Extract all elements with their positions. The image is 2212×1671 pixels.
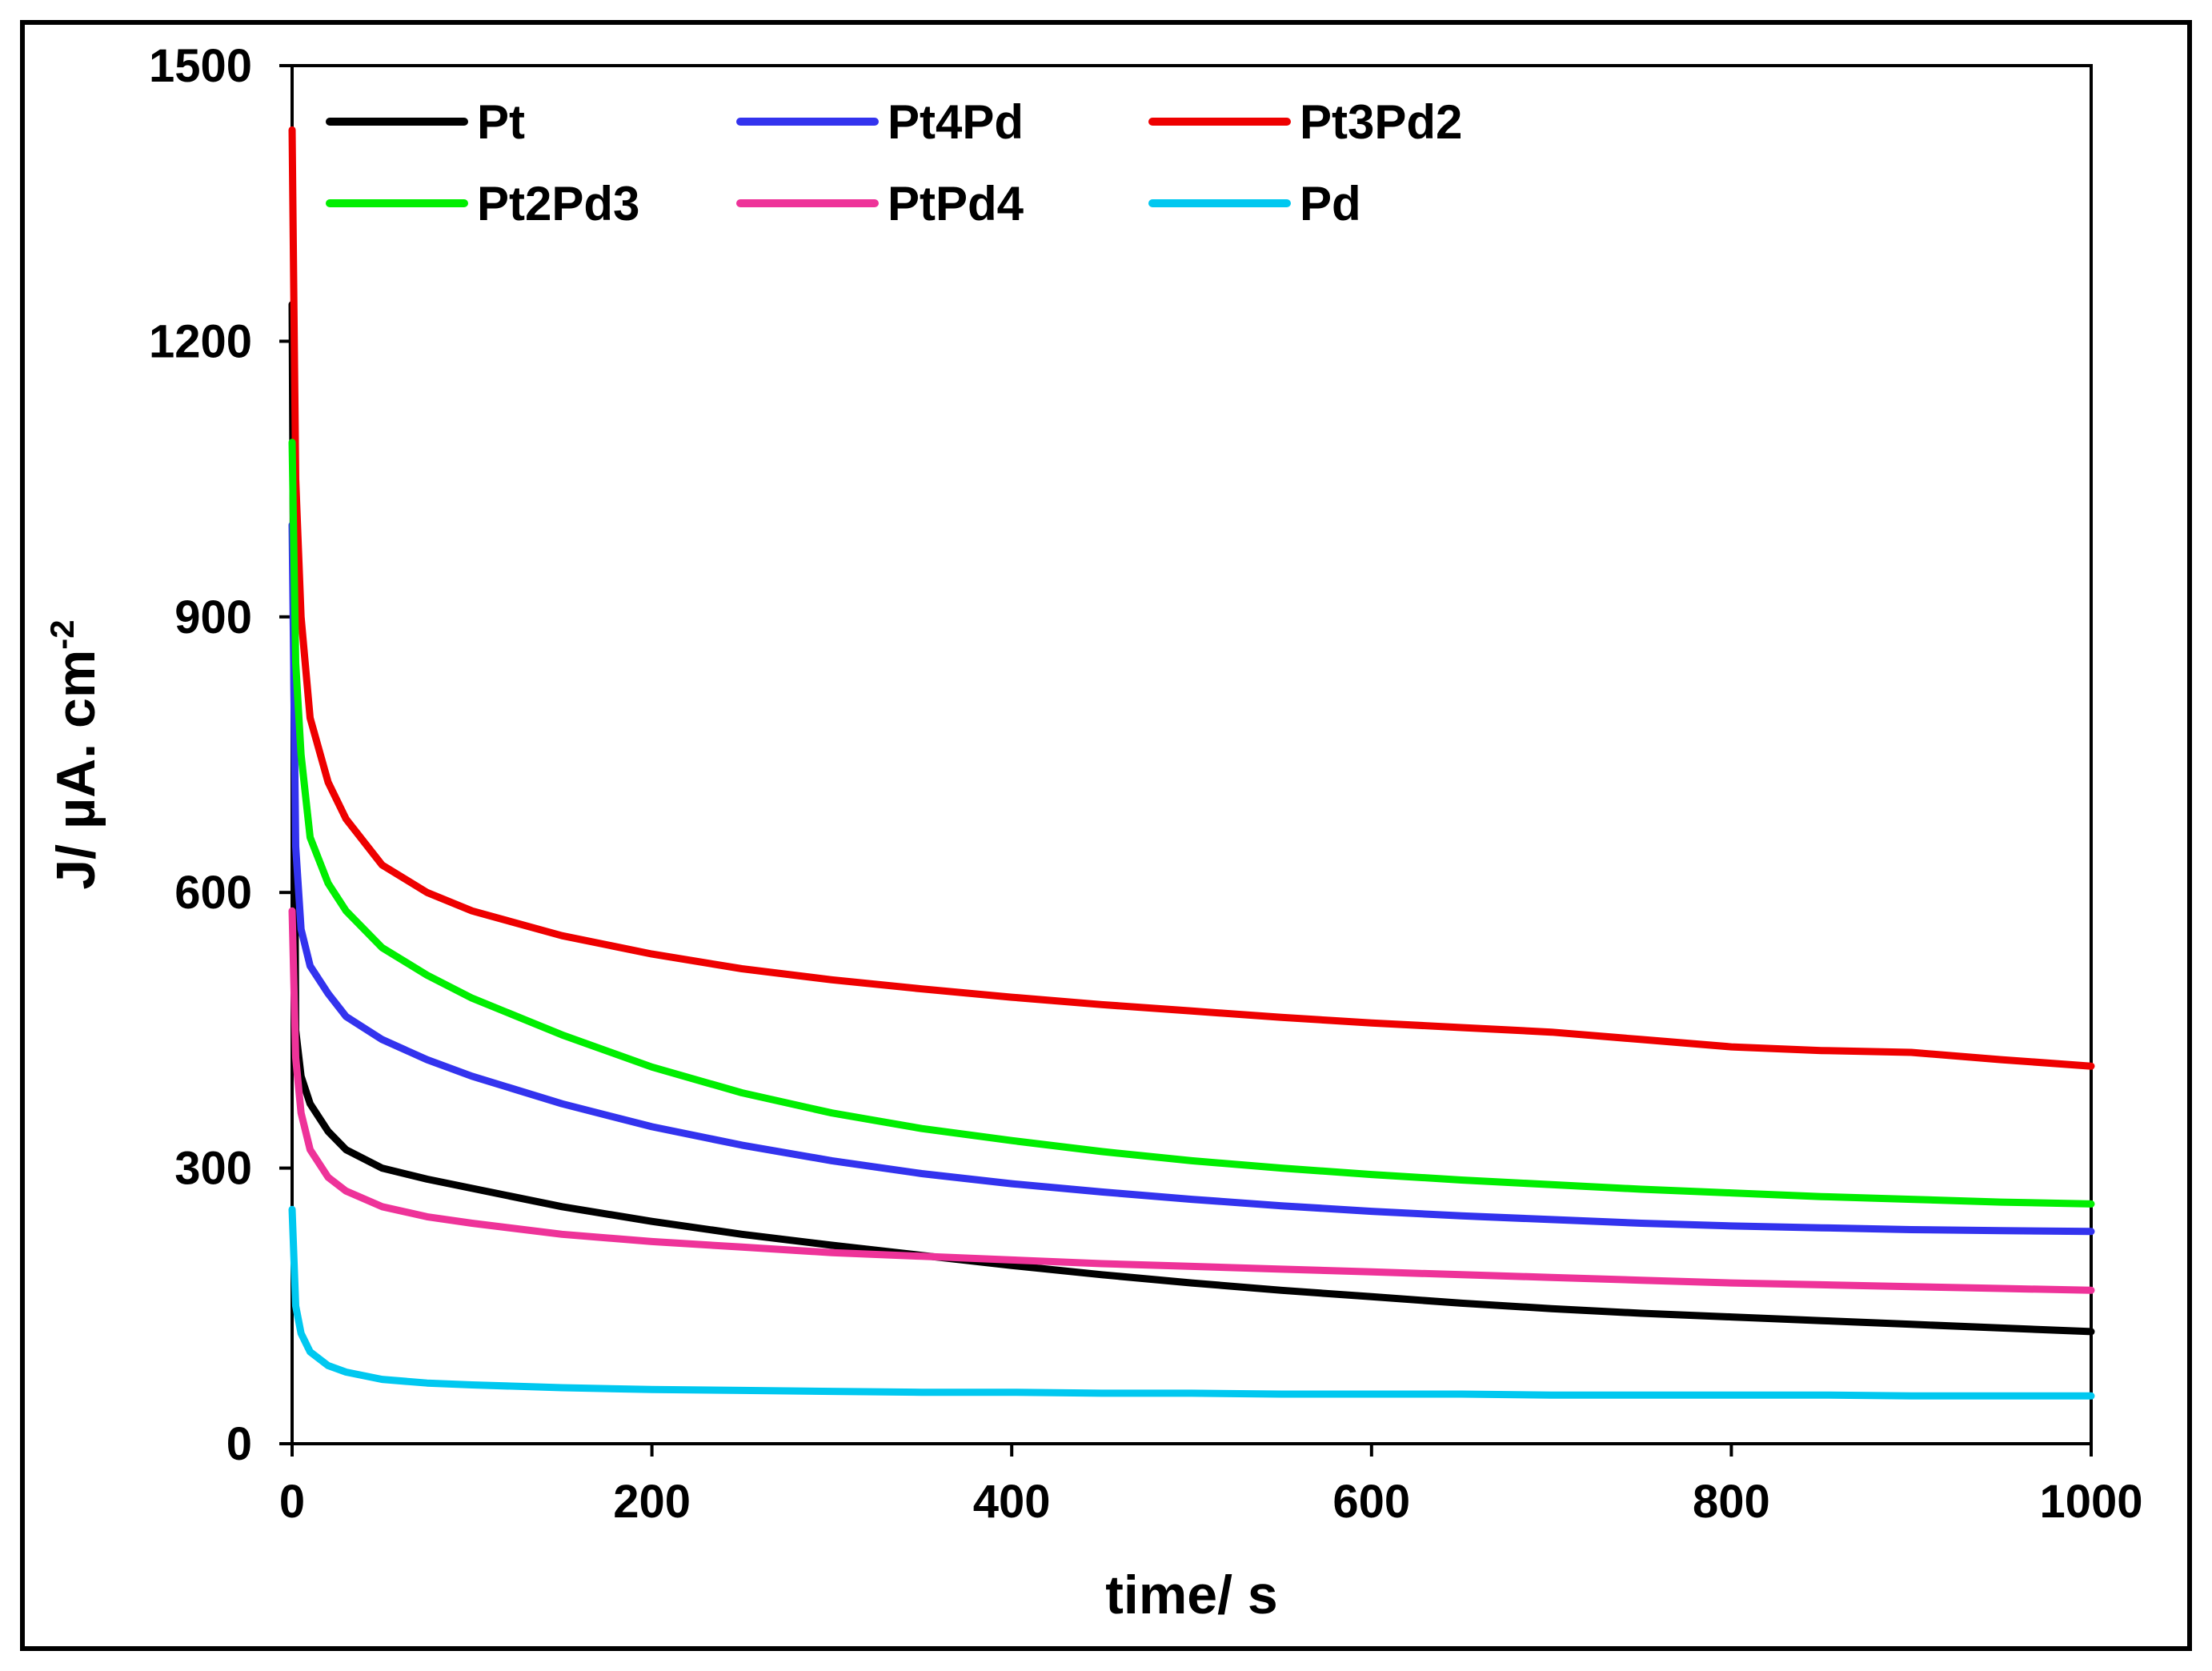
outer-frame [20, 20, 2192, 1651]
x-axis-title: time/ s [1105, 1565, 1277, 1625]
y-tick-label: 1200 [149, 315, 252, 367]
x-tick-label: 600 [1332, 1476, 1410, 1528]
legend-label-pt3pd2: Pt3Pd2 [1300, 95, 1462, 149]
y-tick-label: 1500 [149, 40, 252, 92]
y-axis-title-sup: -2 [43, 619, 81, 649]
x-tick-label: 400 [973, 1476, 1051, 1528]
legend: Pt Pt4Pd Pt3Pd2 Pt2Pd3 PtPd4 Pd [326, 95, 1462, 230]
y-axis: 0 300 600 900 1200 1500 [149, 40, 292, 1470]
x-tick-label: 200 [613, 1476, 691, 1528]
legend-label-pd: Pd [1300, 177, 1361, 230]
legend-label-pt: Pt [477, 95, 525, 149]
x-tick-label: 1000 [2039, 1476, 2142, 1528]
legend-label-pt4pd: Pt4Pd [888, 95, 1024, 149]
series-line-pt2pd3 [288, 439, 2095, 1208]
x-tick-label: 800 [1693, 1476, 1770, 1528]
series-line-pd [288, 1205, 2095, 1400]
y-tick-label: 600 [174, 867, 252, 919]
series-line-ptpd4 [288, 907, 2095, 1294]
y-tick-label: 0 [226, 1418, 252, 1470]
series-line-pt4pd [288, 521, 2095, 1236]
y-tick-label: 900 [174, 591, 252, 643]
series-layer [288, 126, 2095, 1400]
svg-text:J/ µA. cm-2: J/ µA. cm-2 [43, 619, 106, 889]
y-axis-title: J/ µA. cm-2 [43, 619, 106, 889]
y-tick-label: 300 [174, 1143, 252, 1195]
legend-label-ptpd4: PtPd4 [888, 177, 1024, 230]
x-axis: 0 200 400 600 800 1000 [279, 1444, 2143, 1528]
y-axis-title-main: J/ µA. cm [46, 650, 106, 890]
series-line-pt3pd2 [288, 126, 2095, 1070]
legend-label-pt2pd3: Pt2Pd3 [477, 177, 639, 230]
x-tick-label: 0 [279, 1476, 305, 1528]
